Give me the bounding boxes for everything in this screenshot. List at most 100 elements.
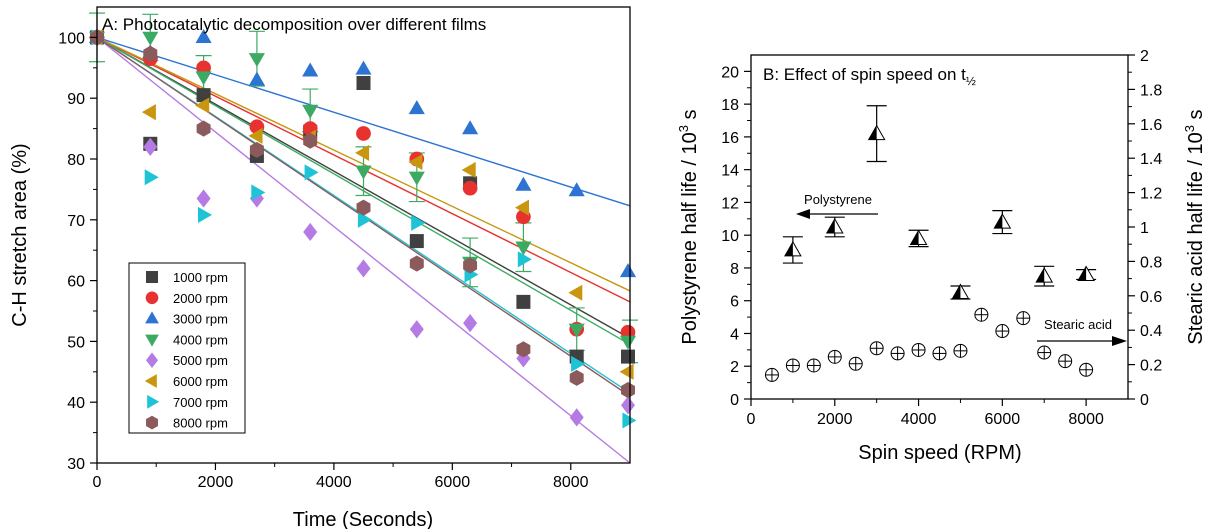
data-point [144, 169, 159, 186]
data-point [463, 314, 478, 333]
data-point [516, 341, 531, 358]
data-point [516, 294, 531, 309]
data-point [357, 211, 372, 228]
data-point [569, 408, 584, 427]
legend-a: 1000 rpm 2000 rpm 3000 rpm 4000 rpm 5000 rpm… [128, 262, 246, 434]
y-left-tick-label: 18 [721, 97, 739, 114]
data-point-triangle-fill [826, 219, 835, 233]
chart-title-a: A: Photocatalytic decomposition over dif… [102, 15, 486, 34]
annotation-polystyrene: Polystyrene [804, 192, 872, 207]
data-point [196, 189, 211, 208]
y-left-tick-label: 16 [721, 130, 739, 147]
data-point [141, 104, 156, 121]
x-tick-label: 8000 [1068, 411, 1104, 428]
data-point [251, 184, 266, 201]
legend-label: 6000 rpm [173, 374, 228, 389]
data-point-triangle-fill [1036, 268, 1045, 283]
data-point [302, 104, 319, 119]
y-right-tick-label: 0.8 [1140, 254, 1162, 271]
y-tick-label: 70 [67, 213, 85, 230]
legend-marker [144, 374, 157, 388]
data-point [143, 137, 158, 156]
data-point [356, 199, 371, 216]
legend-label: 2000 rpm [173, 291, 228, 306]
panel-a: 0 2000 4000 6000 8000 30 40 50 60 70 80 90 100 A: Ph… [9, 6, 638, 529]
legend-marker [145, 311, 159, 324]
arrowhead-stearic-acid [1112, 336, 1127, 346]
data-point [461, 161, 476, 178]
y-right-tick-label: 0.4 [1140, 323, 1162, 340]
y-right-tick-label: 1 [1140, 220, 1149, 237]
data-point [621, 381, 635, 399]
y-left-tick-label: 6 [730, 294, 739, 311]
y-left-tick-label: 10 [721, 228, 739, 245]
data-point-triangle-fill [1078, 266, 1087, 281]
legend-label: 3000 rpm [173, 312, 228, 327]
data-point [303, 222, 318, 242]
data-point [355, 165, 372, 180]
data-point [462, 180, 478, 196]
data-point [195, 29, 212, 43]
y-left-tick-label: 0 [730, 392, 739, 409]
data-point [198, 206, 212, 223]
data-point [408, 153, 423, 171]
data-point [195, 71, 212, 86]
data-point [569, 369, 584, 386]
y-right-tick-label: 1.4 [1140, 151, 1162, 168]
y-tick-label: 80 [67, 152, 85, 169]
data-point-triangle-fill [952, 284, 961, 299]
data-point [621, 349, 635, 364]
y-left-tick-label: 2 [730, 359, 739, 376]
legend-marker [146, 352, 158, 368]
data-point [568, 284, 583, 301]
y-axis-title-b-right: Stearic acid half life / 103 s [1182, 109, 1207, 344]
chart-title-b: B: Effect of spin speed on t½ [763, 65, 976, 88]
legend-label: 5000 rpm [173, 353, 228, 368]
data-point [249, 141, 264, 158]
y-tick-label: 60 [67, 274, 85, 291]
data-point [571, 355, 586, 372]
y-right-tick-label: 0.2 [1140, 358, 1162, 375]
data-point [303, 132, 318, 149]
x-axis-title-b: Spin speed (RPM) [858, 442, 1021, 464]
data-point [195, 97, 210, 114]
tick-marks-b: 0 2000 4000 6000 80000246810121416182000.20.… [721, 48, 1162, 428]
y-tick-label: 100 [58, 30, 85, 47]
y-tick-label: 30 [67, 456, 85, 473]
panel-b: 0 2000 4000 6000 80000246810121416182000.20.… [676, 48, 1207, 464]
plot-frame-a [96, 6, 631, 464]
legend-marker [145, 334, 159, 347]
x-tick-label: 4000 [316, 474, 352, 491]
y-right-tick-label: 1.8 [1140, 82, 1162, 99]
data-point [409, 320, 424, 339]
data-point [619, 263, 637, 278]
data-point [619, 335, 637, 350]
data-point [515, 241, 532, 256]
legend-label: 8000 rpm [173, 416, 228, 431]
data-points-b [764, 105, 1097, 382]
data-point [248, 53, 265, 68]
data-point [143, 45, 158, 62]
data-point [517, 251, 532, 268]
data-point-triangle-fill [994, 214, 1003, 229]
tick-marks-a: 0 2000 4000 6000 8000 30 40 50 60 70 80 90 100 [58, 30, 588, 491]
data-point [248, 71, 265, 86]
fit-line [96, 36, 631, 464]
data-point [142, 31, 159, 46]
data-point [196, 120, 211, 137]
legend-label: 1000 rpm [173, 270, 228, 285]
data-point [408, 171, 425, 186]
legend-marker [146, 415, 158, 430]
legend-label: 7000 rpm [173, 395, 228, 410]
y-right-tick-label: 0.6 [1140, 289, 1162, 306]
x-tick-label: 6000 [435, 474, 471, 491]
y-left-tick-label: 4 [730, 326, 739, 343]
data-point [304, 164, 319, 181]
data-point [355, 144, 370, 161]
x-axis-title-a: Time (Seconds) [293, 509, 433, 529]
y-tick-label: 90 [67, 91, 85, 108]
legend-marker [146, 271, 158, 283]
arrowhead-polystyrene [796, 209, 810, 219]
y-axis-title-b-left: Polystyrene half life / 103 s [676, 109, 701, 344]
